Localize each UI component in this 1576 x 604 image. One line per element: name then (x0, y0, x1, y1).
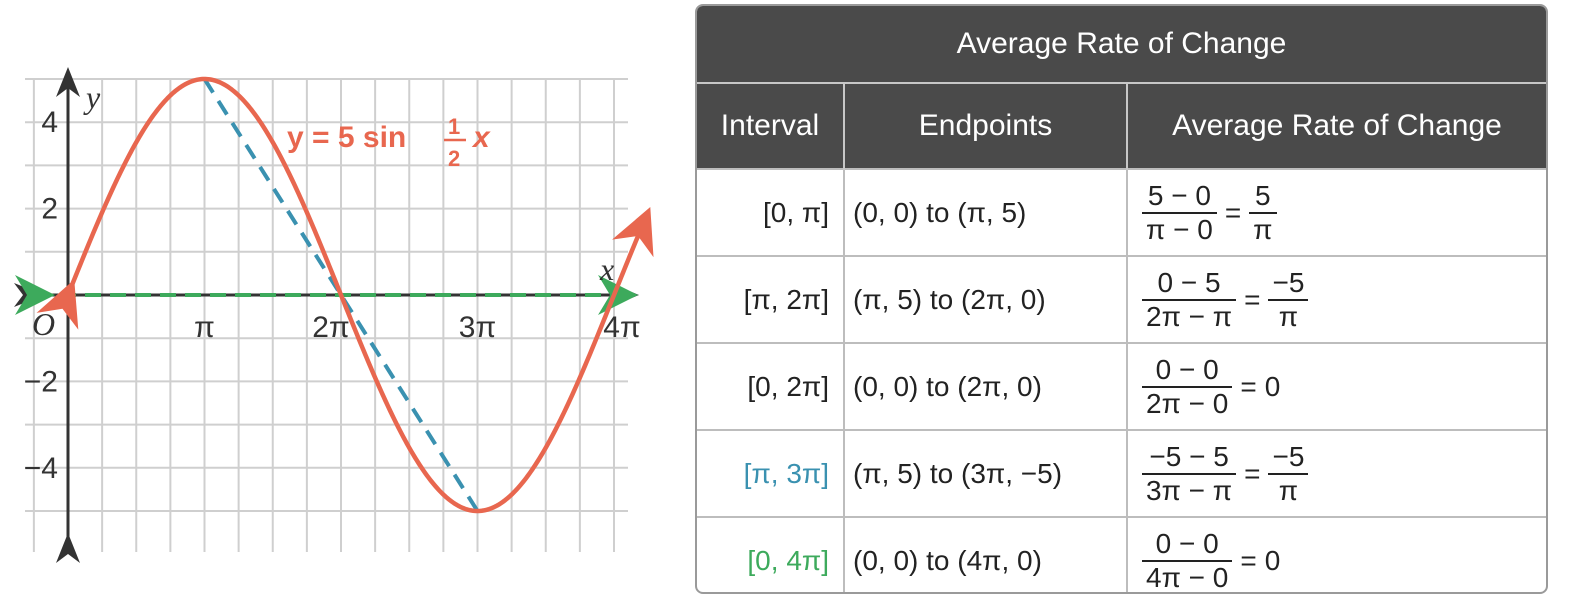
rate-fraction: 0 − 0 4π − 0 (1142, 528, 1233, 593)
x-axis-label: x (599, 251, 614, 287)
y-tick-label: 4 (41, 106, 58, 139)
fraction-denominator: 2π − 0 (1146, 387, 1229, 419)
result-denominator: π (1253, 213, 1273, 245)
result-fraction: −5 π (1268, 441, 1309, 507)
equation-lhs: y = 5 sin (287, 121, 406, 154)
result-value: 0 (1264, 370, 1281, 402)
fraction-denominator: 3π − π (1146, 474, 1233, 506)
fraction-denominator: π − 0 (1146, 213, 1213, 245)
interval-cell: [π, 3π] (697, 429, 845, 517)
interval-cell: [0, π] (697, 168, 845, 256)
rate-cell: 0 − 5 2π − π = −5 π (1127, 255, 1546, 343)
y-tick-label: 2 (41, 193, 58, 226)
sine-curve (36, 76, 654, 514)
equals-sign: = (1240, 370, 1257, 402)
fraction-numerator: 0 − 0 (1142, 354, 1233, 388)
rate-cell: 0 − 0 2π − 0 = 0 (1127, 342, 1546, 430)
equation-label: y = 5 sin 1 2x (287, 114, 491, 171)
rate-cell: 0 − 0 4π − 0 = 0 (1127, 516, 1546, 593)
equation-fraction-num: 1 (448, 114, 460, 139)
result-denominator: π (1278, 474, 1299, 506)
endpoints-cell: (0, 0) to (π, 5) (844, 168, 1128, 256)
fraction-denominator: 2π − π (1146, 300, 1233, 332)
header-interval: Interval (697, 83, 845, 169)
y-tick-label: −4 (24, 452, 58, 485)
x-tick-label: π (194, 311, 215, 344)
fraction-numerator: −5 − 5 (1142, 441, 1237, 475)
endpoints-cell: (π, 5) to (2π, 0) (844, 255, 1128, 343)
result-value: 0 (1264, 544, 1281, 576)
secant-line-pi-3pi (202, 77, 480, 513)
endpoints-cell: (0, 0) to (2π, 0) (844, 342, 1128, 430)
rate-fraction: 0 − 5 2π − π (1142, 267, 1237, 333)
equals-sign: = (1244, 283, 1261, 315)
fraction-denominator: 4π − 0 (1146, 561, 1229, 593)
x-tick-label: 2π (312, 311, 349, 344)
header-endpoints: Endpoints (844, 83, 1128, 169)
origin-label: O (32, 306, 55, 342)
endpoints-cell: (π, 5) to (3π, −5) (844, 429, 1128, 517)
fraction-numerator: 5 − 0 (1142, 180, 1217, 214)
result-fraction: −5 π (1268, 267, 1309, 333)
endpoints-cell: (0, 0) to (4π, 0) (844, 516, 1128, 592)
result-numerator: 5 (1249, 180, 1277, 214)
equals-sign: = (1224, 196, 1242, 228)
x-tick-label: 3π (459, 311, 496, 344)
rate-of-change-table-panel: Average Rate of Change Interval Endpoint… (695, 4, 1548, 594)
x-tick-label: 4π (603, 311, 640, 344)
table-row: [π, 2π] (π, 5) to (2π, 0) 0 − 5 2π − π = −5 π (697, 255, 1546, 343)
table-title: Average Rate of Change (697, 6, 1546, 84)
equals-sign: = (1240, 544, 1257, 576)
y-axis-label: y (83, 79, 101, 115)
fraction-numerator: 0 − 0 (1142, 528, 1233, 562)
interval-cell: [0, 2π] (697, 342, 845, 430)
interval-cell: [0, 4π] (697, 516, 845, 592)
rate-fraction: 0 − 0 2π − 0 (1142, 354, 1233, 420)
table-row: [0, 4π] (0, 0) to (4π, 0) 0 − 0 4π − 0 = 0 (697, 516, 1546, 593)
rate-fraction: −5 − 5 3π − π (1142, 441, 1237, 507)
equals-sign: = (1244, 457, 1261, 489)
equation-variable: x (471, 121, 491, 154)
table-row: [π, 3π] (π, 5) to (3π, −5) −5 − 5 3π − π = −5… (697, 429, 1546, 517)
y-tick-label: −2 (24, 365, 58, 398)
fraction-numerator: 0 − 5 (1142, 267, 1237, 301)
rate-of-change-table: Average Rate of Change Interval Endpoint… (697, 6, 1546, 593)
result-numerator: −5 (1268, 441, 1309, 475)
table-row: [0, 2π] (0, 0) to (2π, 0) 0 − 0 2π − 0 = 0 (697, 342, 1546, 430)
result-numerator: −5 (1268, 267, 1309, 301)
equation-fraction-den: 2 (448, 146, 460, 171)
rate-cell: −5 − 5 3π − π = −5 π (1127, 429, 1546, 517)
interval-cell: [π, 2π] (697, 255, 845, 343)
header-average-rate: Average Rate of Change (1127, 83, 1546, 169)
result-denominator: π (1278, 300, 1299, 332)
